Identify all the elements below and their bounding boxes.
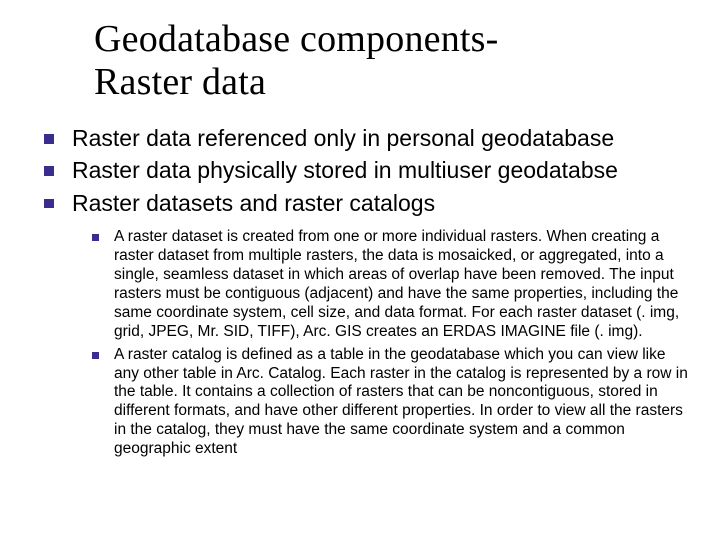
sub-bullet-text: A raster catalog is defined as a table i… bbox=[114, 346, 688, 458]
title-line-1: Geodatabase components- bbox=[94, 18, 499, 60]
main-bullet-list: Raster data referenced only in personal … bbox=[26, 123, 694, 218]
list-item: A raster dataset is created from one or … bbox=[26, 228, 694, 341]
slide-title: Geodatabase components- Raster data bbox=[94, 18, 694, 103]
sub-bullet-list: A raster dataset is created from one or … bbox=[26, 228, 694, 459]
list-item: Raster data physically stored in multius… bbox=[26, 155, 694, 185]
bullet-text: Raster data referenced only in personal … bbox=[72, 125, 614, 151]
list-item: Raster data referenced only in personal … bbox=[26, 123, 694, 153]
list-item: A raster catalog is defined as a table i… bbox=[26, 346, 694, 459]
bullet-text: Raster data physically stored in multius… bbox=[72, 157, 618, 183]
list-item: Raster datasets and raster catalogs bbox=[26, 188, 694, 218]
sub-bullet-text: A raster dataset is created from one or … bbox=[114, 228, 679, 340]
title-line-2: Raster data bbox=[94, 61, 266, 103]
bullet-text: Raster datasets and raster catalogs bbox=[72, 190, 435, 216]
